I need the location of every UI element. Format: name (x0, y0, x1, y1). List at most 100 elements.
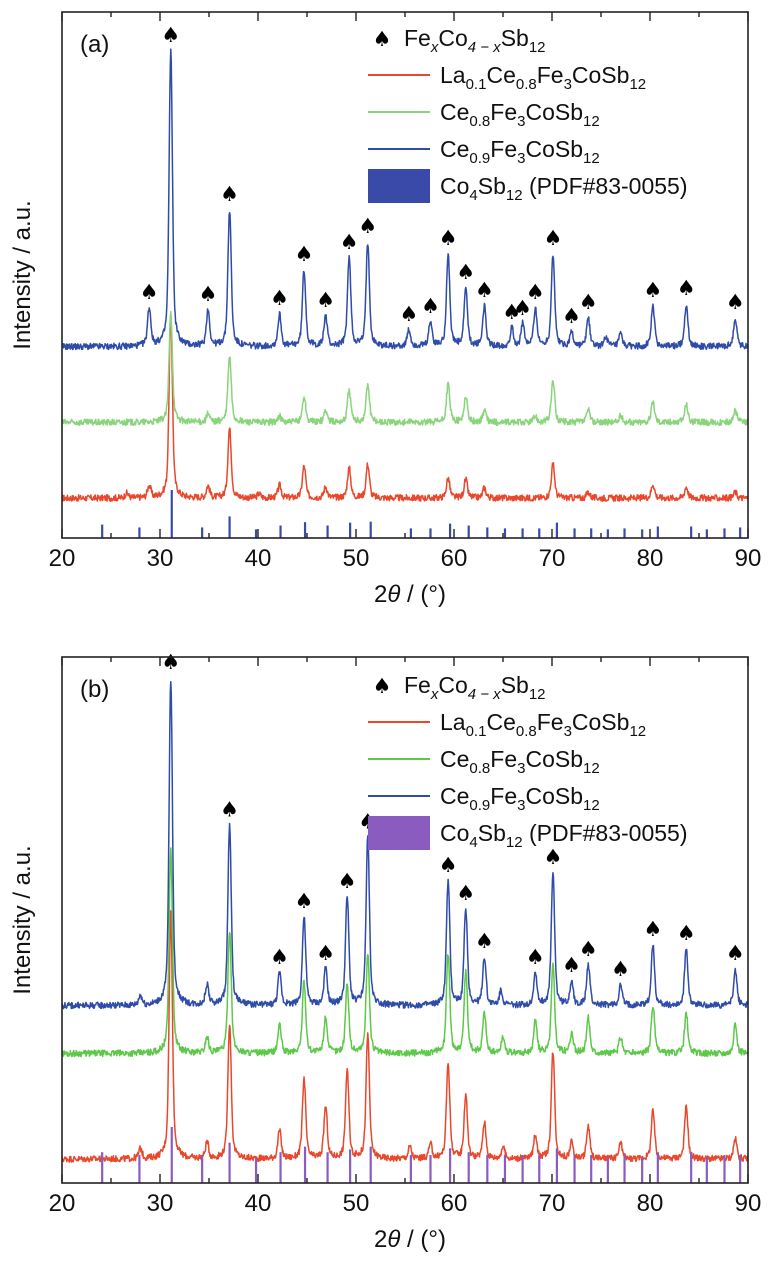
legend-item-4: Ce0.9Fe3CoSb12 (368, 136, 600, 167)
series-line-1 (62, 910, 748, 1163)
legend-item-4: Ce0.9Fe3CoSb12 (368, 783, 600, 814)
legend-label: FexCo4 − xSb12 (404, 672, 546, 703)
x-tick-label: 20 (49, 545, 76, 572)
spade-marker-7: ♠ (316, 288, 335, 312)
spade-marker-23: ♠ (726, 290, 745, 314)
spade-marker-17: ♠ (677, 921, 696, 945)
legend-label: Co4Sb12 (PDF#83-0055) (440, 173, 688, 204)
x-tick-label: 40 (245, 1190, 272, 1217)
spade-marker-18: ♠ (726, 941, 745, 965)
plot-area (62, 680, 748, 1163)
series-line-2 (62, 310, 748, 427)
spade-marker-2: ♠ (161, 23, 180, 47)
x-tick-label: 30 (147, 1190, 174, 1217)
spade-marker-11: ♠ (421, 294, 440, 318)
x-axis-title: 2θ / (°) (374, 1226, 446, 1253)
legend-label: Co4Sb12 (PDF#83-0055) (440, 820, 688, 851)
legend-item-3: Ce0.8Fe3CoSb12 (368, 99, 600, 130)
legend-item-2: La0.1Ce0.8Fe3CoSb12 (368, 62, 646, 93)
legend: ♠ FexCo4 − xSb12 La0.1Ce0.8Fe3CoSb12 Ce0.8F… (368, 25, 688, 204)
x-tick-label: 40 (245, 545, 272, 572)
spade-marker-5: ♠ (316, 941, 335, 965)
x-tick-label: 90 (735, 545, 762, 572)
spade-marker-19: ♠ (562, 304, 581, 328)
spade-marker-4: ♠ (220, 182, 239, 206)
spade-marker-13: ♠ (456, 260, 475, 284)
legend-item-2: La0.1Ce0.8Fe3CoSb12 (368, 709, 646, 740)
spade-marker-14: ♠ (579, 937, 598, 961)
x-tick-label: 50 (343, 1190, 370, 1217)
legend-box-swatch (368, 816, 430, 850)
series-line-1 (62, 314, 748, 502)
legend-item-1: ♠ FexCo4 − xSb12 (373, 672, 546, 703)
legend-label: Ce0.9Fe3CoSb12 (440, 783, 600, 814)
panel-label: (b) (80, 676, 109, 703)
spade-marker-17: ♠ (526, 280, 545, 304)
y-axis-title: Intensity / a.u. (9, 845, 36, 994)
phase-markers: ♠♠♠♠♠♠♠♠♠♠♠♠♠♠♠♠ ♠♠ (161, 650, 744, 981)
panel-label: (a) (80, 31, 109, 58)
legend-item-3: Ce0.8Fe3CoSb12 (368, 746, 600, 777)
spade-marker-18: ♠ (544, 226, 563, 250)
legend-spade-icon: ♠ (373, 674, 392, 698)
spade-marker-12: ♠ (439, 226, 458, 250)
phase-markers: ♠♠♠♠♠♠♠♠♠♠ ♠♠♠♠♠♠♠♠♠♠ ♠ ♠♠ (140, 23, 745, 328)
legend-label: La0.1Ce0.8Fe3CoSb12 (440, 709, 646, 740)
spade-marker-2: ♠ (220, 797, 239, 821)
x-axis-title: 2θ / (°) (374, 581, 446, 608)
spade-marker-5: ♠ (270, 286, 289, 310)
spade-marker-6: ♠ (338, 869, 357, 893)
spade-marker-21: ♠ (644, 278, 663, 302)
legend-item-5: Co4Sb12 (PDF#83-0055) (368, 816, 688, 851)
legend-label: La0.1Ce0.8Fe3CoSb12 (440, 62, 646, 93)
legend-spade-icon: ♠ (373, 27, 392, 51)
x-tick-label: 50 (343, 545, 370, 572)
spade-marker-13: ♠ (562, 953, 581, 977)
x-tick-label: 60 (441, 545, 468, 572)
y-axis-title: Intensity / a.u. (9, 200, 36, 349)
legend-label: Ce0.8Fe3CoSb12 (440, 746, 600, 777)
plot-area (62, 48, 748, 502)
legend-label: Ce0.8Fe3CoSb12 (440, 99, 600, 130)
spade-marker-10: ♠ (400, 302, 419, 326)
x-tick-label: 80 (637, 1190, 664, 1217)
x-axis: 20 30 40 50 60 70 80 90 (49, 12, 762, 572)
spade-marker-8: ♠ (439, 853, 458, 877)
spade-marker-1: ♠ (140, 280, 159, 304)
x-tick-label: 80 (637, 545, 664, 572)
spade-marker-20: ♠ (579, 290, 598, 314)
spade-marker-14: ♠ (475, 278, 494, 302)
xrd-chart-panel-a: ♠♠♠♠♠♠♠♠♠♠ ♠♠♠♠♠♠♠♠♠♠ ♠ ♠♠20 30 40 50 60 70 80 902… (9, 11, 762, 608)
spade-marker-3: ♠ (270, 945, 289, 969)
spade-marker-10: ♠ (475, 929, 494, 953)
legend-box-swatch (368, 169, 430, 203)
spade-marker-15: ♠ (502, 300, 521, 324)
spade-marker-11: ♠ (526, 945, 545, 969)
spade-marker-1: ♠ (161, 650, 180, 674)
spade-marker-9: ♠ (358, 214, 377, 238)
legend-label: FexCo4 − xSb12 (404, 25, 546, 56)
x-tick-label: 70 (539, 1190, 566, 1217)
spade-marker-16: ♠ (513, 296, 532, 320)
x-tick-label: 70 (539, 545, 566, 572)
x-tick-label: 30 (147, 545, 174, 572)
spade-marker-16: ♠ (644, 917, 663, 941)
x-tick-label: 60 (441, 1190, 468, 1217)
spade-marker-22: ♠ (677, 276, 696, 300)
spade-marker-8: ♠ (340, 230, 359, 254)
spade-marker-12: ♠ (544, 845, 563, 869)
spade-marker-9: ♠ (456, 881, 475, 905)
series-line-2 (62, 847, 748, 1058)
reference-pattern (101, 1127, 742, 1183)
spade-marker-4: ♠ (295, 889, 314, 913)
spade-marker-15: ♠ (611, 957, 630, 981)
spade-marker-3: ♠ (199, 282, 218, 306)
legend: ♠ FexCo4 − xSb12 La0.1Ce0.8Fe3CoSb12 Ce0.8F… (368, 672, 688, 851)
reference-pattern (101, 490, 742, 538)
legend-item-5: Co4Sb12 (PDF#83-0055) (368, 169, 688, 204)
legend-label: Ce0.9Fe3CoSb12 (440, 136, 600, 167)
x-axis: 20 30 40 50 60 70 80 90 (49, 657, 761, 1217)
legend-item-1: ♠ FexCo4 − xSb12 (373, 25, 546, 56)
spade-marker-6: ♠ (295, 242, 314, 266)
